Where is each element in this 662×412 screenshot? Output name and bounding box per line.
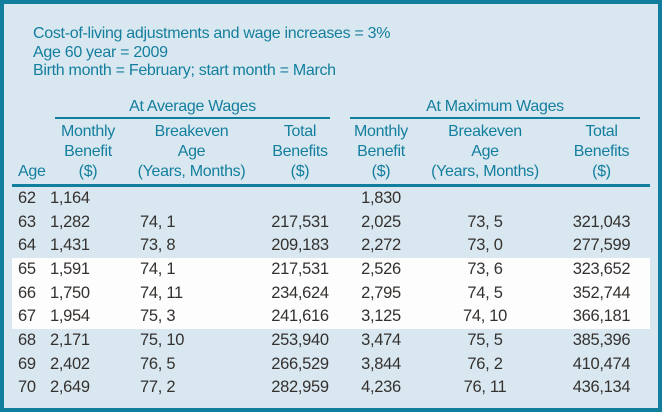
group-header-row: At Average Wages At Maximum Wages [12,98,650,120]
column-header-row: Age Monthly Benefit ($) Breakeven Age (Y… [12,120,650,182]
value-cell: 3,474 [361,330,401,349]
age-cell: 62 [18,188,36,207]
value-cell: 282,959 [271,378,329,397]
value-cell: 217,531 [271,212,329,231]
column-header-max-breakeven-age: Breakeven Age (Years, Months) [431,122,539,180]
value-cell: 1,282 [50,212,90,231]
value-cell: 75, 3 [140,307,176,326]
value-cell: 2,795 [361,283,401,302]
column-header-avg-total-benefits: Total Benefits ($) [272,122,328,180]
value-cell: 266,529 [271,354,329,373]
value-cell: 323,652 [572,259,631,278]
age-cell: 66 [18,283,36,302]
age-cell: 70 [18,378,36,397]
value-cell: 74, 1 [140,259,176,278]
value-cell: 73, 8 [140,236,176,255]
value-cell: 4,236 [361,378,401,397]
column-header-max-total-benefits: Total Benefits ($) [573,122,630,180]
value-cell: 241,616 [271,307,329,326]
table-row: 64 1,431 73, 8 209,183 2,272 73, 0 277,599 [12,234,650,258]
value-cell: 2,402 [50,354,90,373]
value-cell: 253,940 [271,330,329,349]
age-cell: 64 [18,236,36,255]
value-cell: 74, 10 [462,307,508,326]
table-row: 65 1,591 74, 1 217,531 2,526 73, 6 323,652 [12,257,650,282]
value-cell: 73, 0 [467,236,503,255]
value-cell: 352,744 [572,283,631,302]
group-average-wages: At Average Wages [48,98,345,120]
value-cell: 277,599 [572,236,631,255]
age-cell: 68 [18,330,36,349]
table-row: 70 2,649 77, 2 282,959 4,236 76, 11 436,134 [12,376,650,400]
group-maximum-wages: At Maximum Wages [345,98,650,120]
value-cell: 76, 11 [463,378,507,397]
value-cell: 209,183 [271,236,329,255]
value-cell: 2,025 [361,212,401,231]
value-cell: 74, 5 [467,283,503,302]
value-cell: 75, 10 [140,330,185,349]
age-cell: 67 [18,307,36,326]
table-row: 62 1,164 1,830 [12,187,650,211]
group-maximum-wages-label: At Maximum Wages [426,97,564,115]
value-cell: 74, 1 [140,212,176,231]
group-average-wages-label: At Average Wages [129,97,256,115]
assumption-cola: Cost-of-living adjustments and wage incr… [33,25,391,42]
value-cell: 366,181 [572,307,631,326]
value-cell: 1,750 [50,283,90,302]
table-row: 67 1,954 75, 3 241,616 3,125 74, 10 366,181 [12,304,650,329]
value-cell: 234,624 [271,283,329,302]
column-header-avg-monthly-benefit: Monthly Benefit ($) [61,122,115,180]
table-row: 68 2,171 75, 10 253,940 3,474 75, 5 385,396 [12,329,650,353]
column-header-max-monthly-benefit: Monthly Benefit ($) [354,122,408,180]
table-row: 63 1,282 74, 1 217,531 2,025 73, 5 321,043 [12,210,650,234]
age-cell: 65 [18,259,36,278]
value-cell: 436,134 [572,378,631,397]
value-cell: 73, 6 [467,259,503,278]
benefits-table: At Average Wages At Maximum Wages Age Mo… [12,98,650,400]
value-cell: 1,431 [50,236,90,255]
value-cell: 2,526 [361,259,401,278]
value-cell: 74, 11 [140,283,183,302]
value-cell: 2,171 [50,330,90,349]
value-cell: 77, 2 [140,378,176,397]
value-cell: 76, 5 [140,354,176,373]
value-cell: 3,844 [361,354,401,373]
column-header-age: Age [18,162,46,180]
value-cell: 217,531 [271,259,329,278]
value-cell: 1,164 [50,188,90,207]
value-cell: 75, 5 [467,330,503,349]
table-body: 62 1,164 1,830 63 1,282 74, 1 217,531 2,025 73, … [12,187,650,400]
value-cell: 1,830 [361,188,401,207]
figure-assumptions: Cost-of-living adjustments and wage incr… [33,25,658,81]
value-cell: 76, 2 [467,354,503,373]
value-cell: 321,043 [572,212,631,231]
age-cell: 63 [18,212,36,231]
table-row: 69 2,402 76, 5 266,529 3,844 76, 2 410,474 [12,352,650,376]
header-divider-rule [12,183,650,187]
assumption-age60-year: Age 60 year = 2009 [33,43,168,61]
value-cell: 73, 5 [467,212,503,231]
group-header-spacer [12,98,48,120]
value-cell: 385,396 [572,330,631,349]
value-cell: 1,591 [50,259,90,278]
value-cell: 410,474 [572,354,631,373]
column-header-avg-breakeven-age: Breakeven Age (Years, Months) [137,122,246,180]
value-cell: 2,272 [361,236,401,255]
age-cell: 69 [18,354,36,373]
value-cell: 3,125 [361,307,401,326]
assumption-birth-month: Birth month = February; start month = Ma… [33,62,336,79]
table-row: 66 1,750 74, 11 234,624 2,795 74, 5 352,744 [12,281,650,305]
value-cell: 1,954 [50,307,90,326]
value-cell: 2,649 [50,378,90,397]
